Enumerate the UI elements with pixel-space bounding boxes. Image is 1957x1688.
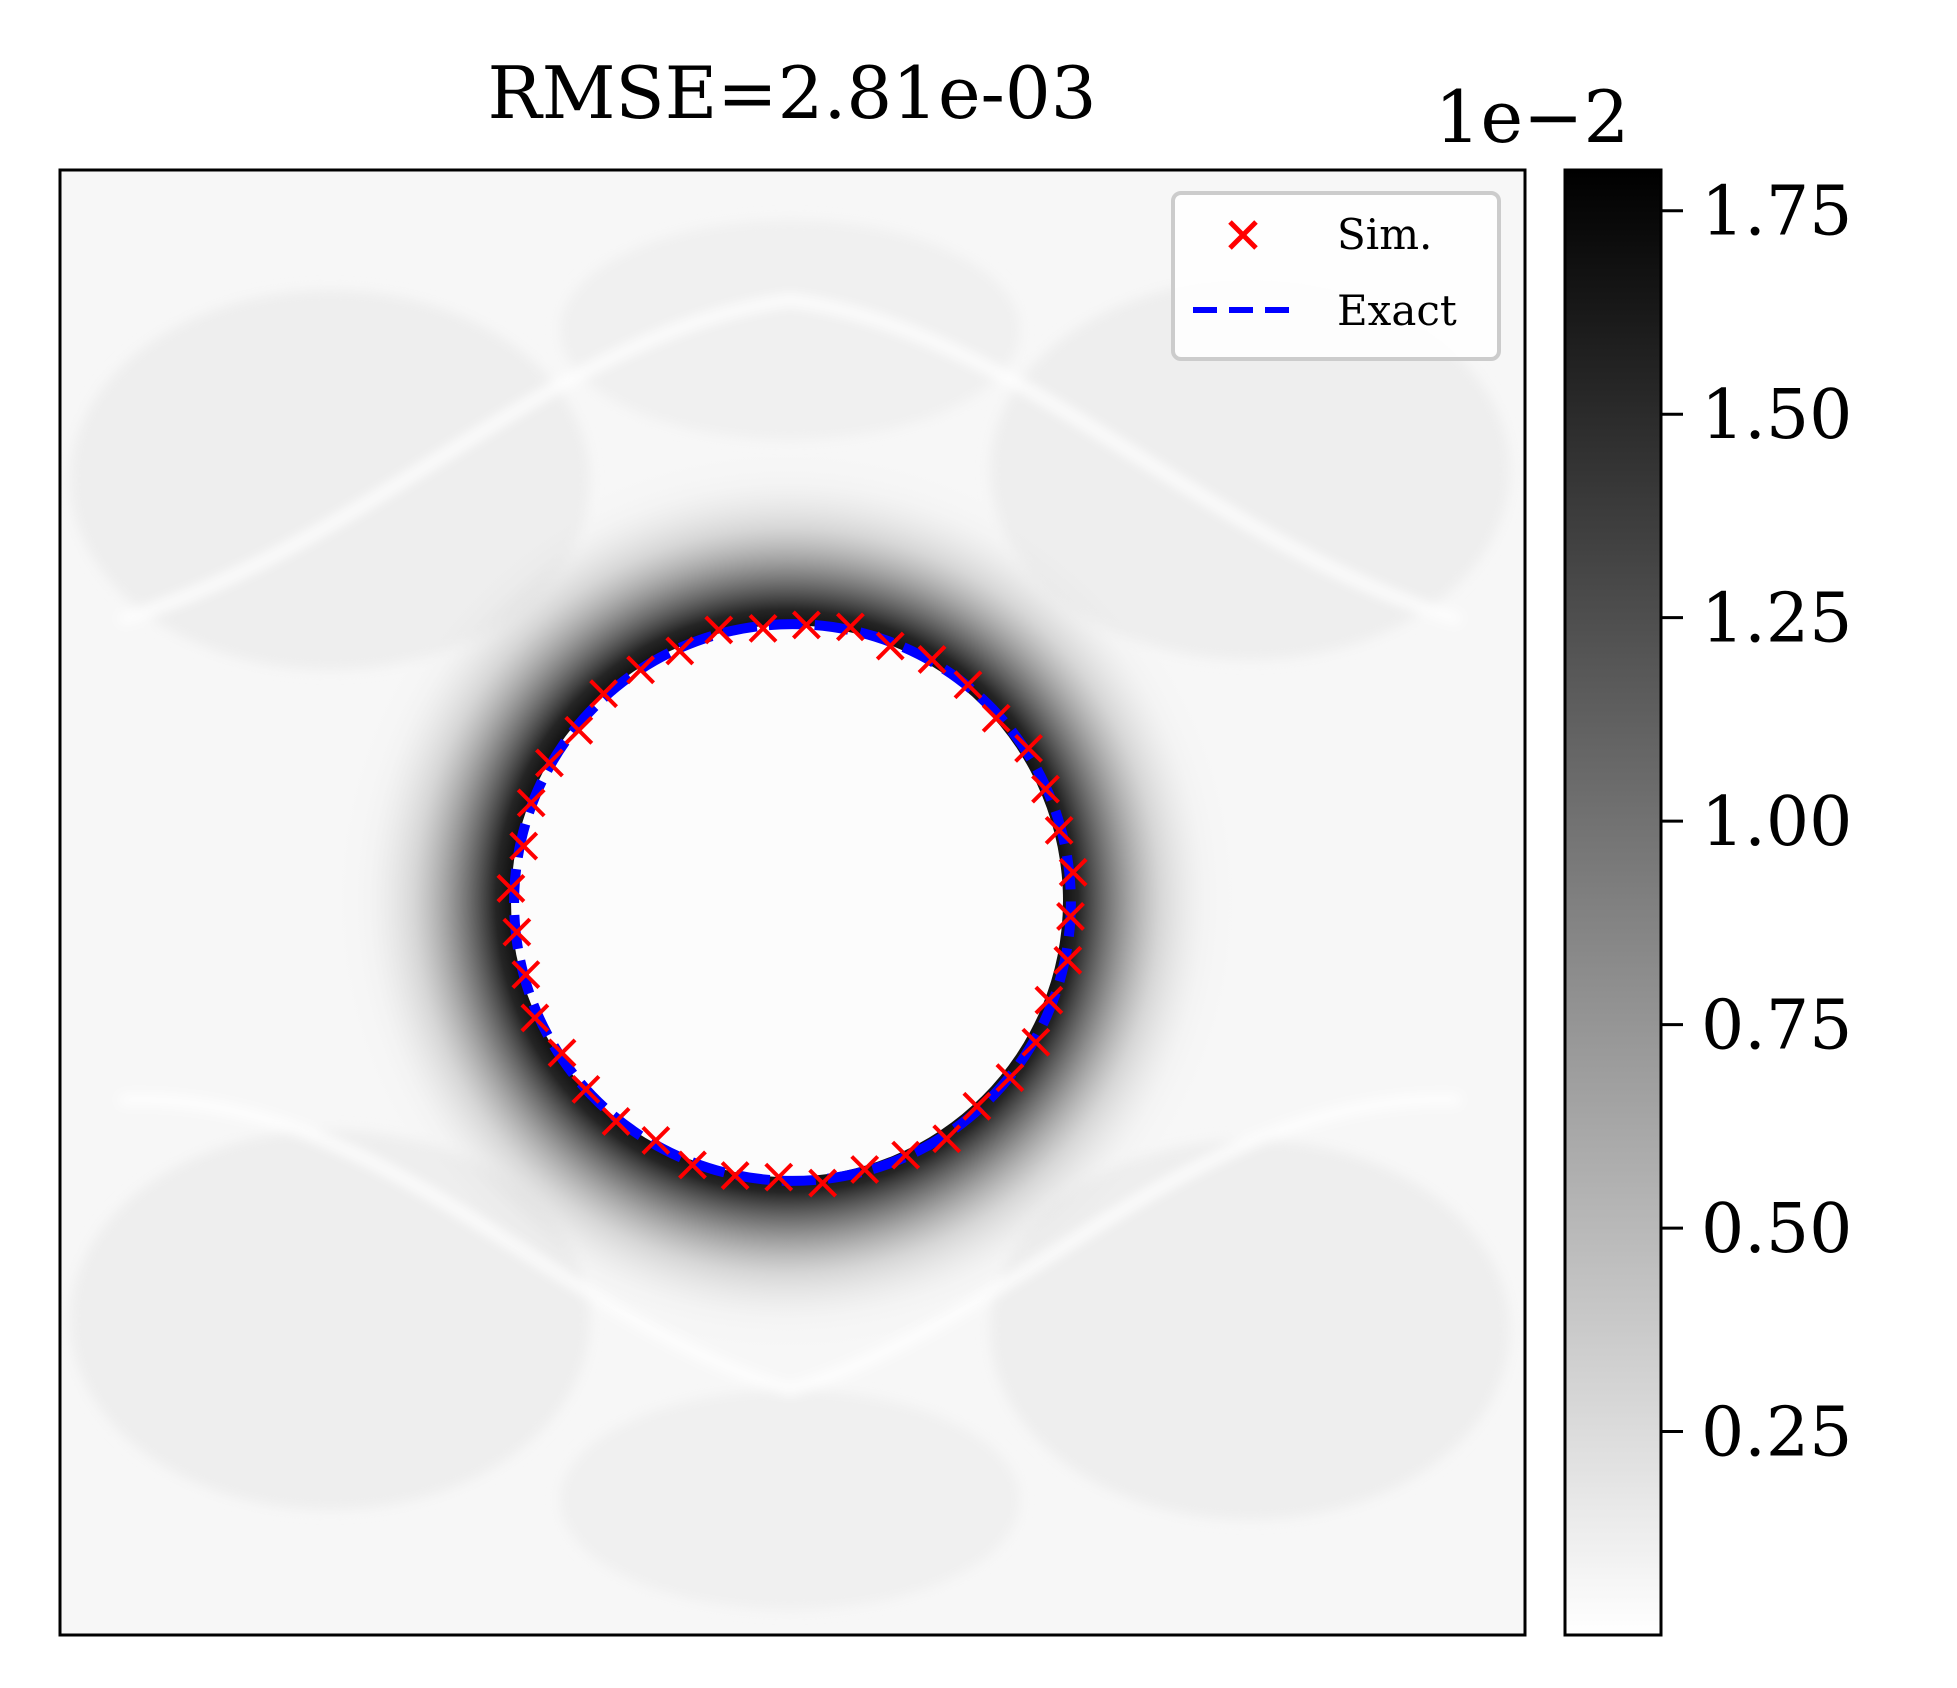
sim-marker xyxy=(535,748,564,778)
colorbar-tick-label: 1.00 xyxy=(1701,783,1852,862)
sim-marker xyxy=(1058,857,1088,887)
sim-marker xyxy=(511,960,541,990)
legend-exact-label: Exact xyxy=(1337,286,1457,335)
colorbar-ticks: 0.25 0.50 0.75 1.00 1.25 1.50 1.75 xyxy=(1661,173,1852,1473)
colorbar-tick-label: 0.50 xyxy=(1701,1190,1852,1269)
droplet-interior xyxy=(511,625,1063,1177)
exact-curve xyxy=(509,619,1076,1186)
colorbar-tick-label: 0.25 xyxy=(1701,1394,1852,1473)
sim-marker xyxy=(509,831,539,861)
legend-sim-marker xyxy=(1228,220,1258,250)
sim-marker xyxy=(1056,901,1085,931)
sim-marker xyxy=(1034,985,1064,1015)
sim-marker xyxy=(564,715,594,745)
sim-marker xyxy=(835,612,865,642)
sim-marker xyxy=(720,1161,750,1190)
sim-marker xyxy=(764,1162,794,1192)
sim-marker xyxy=(995,1063,1025,1093)
sim-marker xyxy=(981,703,1011,733)
sim-marker xyxy=(626,655,656,685)
legend-box xyxy=(1171,191,1501,361)
sim-marker xyxy=(520,1003,550,1033)
colorbar: 1e−2 0.25 0.50 0.75 1.00 1.25 1.50 1.75 xyxy=(1435,75,1852,1637)
sim-marker xyxy=(850,1155,880,1184)
colorbar-multiplier: 1e−2 xyxy=(1435,75,1630,159)
sim-marker xyxy=(1031,774,1060,804)
sim-marker xyxy=(791,610,821,640)
sim-marker xyxy=(1021,1027,1051,1057)
chart-title: RMSE=2.81e-03 xyxy=(487,51,1096,135)
legend-sim-label: Sim. xyxy=(1337,210,1432,259)
sim-marker xyxy=(917,645,947,674)
sim-markers xyxy=(496,610,1088,1198)
sim-marker xyxy=(601,1107,631,1136)
background-texture xyxy=(70,220,1510,1610)
sim-marker xyxy=(891,1140,921,1170)
sim-marker xyxy=(808,1168,838,1198)
sim-marker xyxy=(1044,815,1074,845)
sim-marker xyxy=(665,636,695,666)
sim-marker xyxy=(516,788,546,818)
sim-marker xyxy=(547,1038,577,1068)
sim-marker xyxy=(496,873,526,903)
heatmap-area xyxy=(60,170,1525,1635)
sim-marker xyxy=(571,1074,601,1104)
sim-marker xyxy=(748,613,778,643)
sim-marker xyxy=(502,917,532,947)
sim-marker xyxy=(1014,733,1044,763)
plot-frame xyxy=(58,168,1527,1637)
sim-marker xyxy=(678,1150,707,1180)
colorbar-gradient xyxy=(1563,168,1663,1637)
colorbar-tick-label: 1.75 xyxy=(1701,173,1852,252)
colorbar-tick-label: 0.75 xyxy=(1701,987,1852,1066)
sim-marker xyxy=(641,1126,671,1155)
sim-marker xyxy=(1053,945,1083,975)
colorbar-tick-label: 1.25 xyxy=(1701,580,1852,659)
colorbar-tick-label: 1.50 xyxy=(1701,376,1852,455)
sim-marker xyxy=(932,1124,962,1154)
sim-marker xyxy=(704,615,734,645)
sim-marker xyxy=(962,1091,992,1121)
sim-marker xyxy=(953,670,983,700)
sim-marker xyxy=(875,631,905,661)
sim-marker xyxy=(589,679,618,709)
legend: Sim. Exact xyxy=(1171,191,1501,361)
